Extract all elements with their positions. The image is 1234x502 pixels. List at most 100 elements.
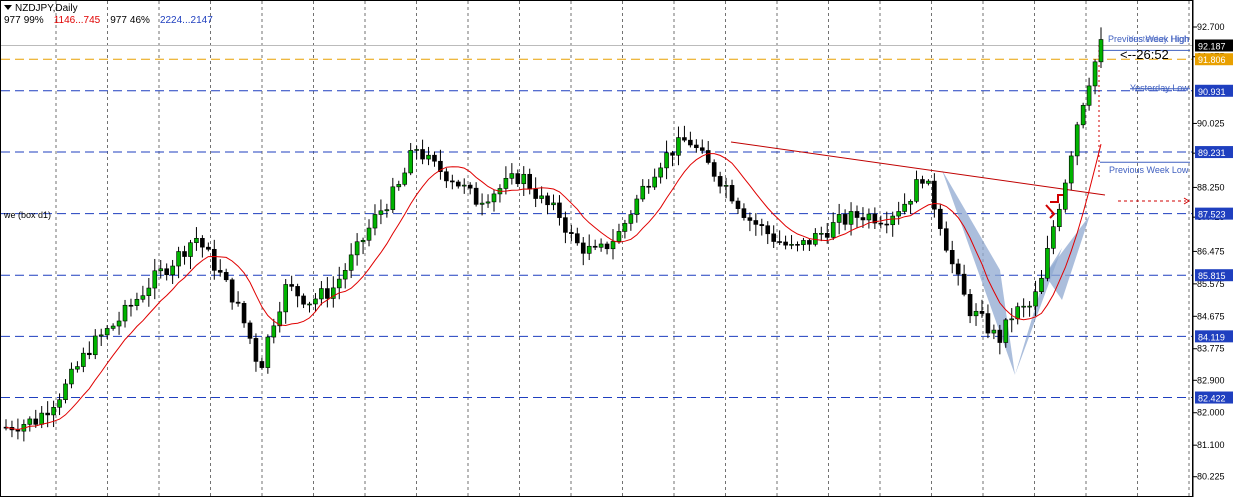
prev-week-low-label: Previous Week Low	[1109, 165, 1189, 175]
candle-body	[545, 195, 550, 206]
y-tick-label: 80.225	[1197, 472, 1225, 482]
plot-border	[0, 0, 1193, 497]
y-tick-label: 88.250	[1197, 182, 1225, 192]
candle-body	[319, 288, 324, 300]
candle-body	[896, 211, 901, 217]
yesterday-low-label: Yesterday Low	[1130, 83, 1189, 93]
candle-body	[235, 301, 241, 304]
candle-body	[247, 322, 253, 339]
candle-body	[27, 418, 33, 425]
yesterday-high-label: Yesterday High	[1128, 34, 1189, 44]
candle-body	[658, 167, 663, 178]
indicator-1-pct: 99%	[23, 15, 44, 26]
y-tick-label: 92.700	[1197, 22, 1225, 32]
candle-body	[801, 240, 806, 245]
symbol-title: NZDJPY,Daily	[15, 3, 78, 14]
candle-body	[414, 149, 419, 151]
candle-body	[622, 223, 628, 232]
candle-body	[301, 295, 306, 305]
prev-week-high-label: Previous Week High	[1108, 34, 1189, 44]
candle-body	[122, 304, 128, 322]
candle-body	[1009, 318, 1015, 321]
annotation-layer: we (box d1) Previous Week High Yesterday…	[3, 34, 1189, 220]
candle-body	[854, 211, 860, 218]
candle-body	[789, 244, 794, 246]
y-tick-label: 90.025	[1197, 118, 1225, 128]
level-tag-bg	[1195, 207, 1233, 220]
candle-body	[265, 336, 271, 368]
candle-body	[949, 250, 955, 265]
candle-body	[723, 185, 729, 187]
candle-body	[223, 272, 229, 281]
candle-body	[15, 429, 21, 432]
candle-body	[307, 303, 312, 306]
candle-body	[45, 412, 50, 416]
candle-body	[598, 243, 604, 248]
candle-body	[694, 144, 699, 149]
we-box-label: we (box d1)	[3, 210, 51, 220]
candle-body	[485, 201, 491, 204]
candle-body	[57, 399, 62, 408]
candle-body	[580, 242, 586, 254]
candle-body	[771, 233, 776, 242]
candle-body	[194, 238, 199, 244]
candle-body	[533, 188, 538, 199]
candle-body	[1057, 208, 1062, 228]
candle-body	[390, 186, 396, 210]
candle-body	[87, 352, 92, 356]
candle-body	[521, 173, 527, 185]
level-tag-label: 92.187	[1198, 41, 1226, 51]
candle-body	[1051, 226, 1056, 249]
price-axis: 92.70091.87590.02589.20088.25087.42586.4…	[1192, 0, 1233, 497]
candle-body	[331, 287, 336, 299]
candle-body	[717, 176, 723, 187]
candle-body	[705, 150, 711, 163]
candle-body	[283, 284, 289, 313]
candle-body	[890, 215, 896, 226]
candle-body	[402, 172, 408, 185]
levels-layer	[1, 44, 1192, 399]
candle-body	[551, 202, 556, 206]
candle-body	[682, 137, 687, 141]
candle-body	[336, 278, 342, 289]
candle-body	[253, 338, 259, 362]
candle-body	[354, 241, 360, 256]
candle-body	[432, 154, 437, 162]
candle-body	[1003, 319, 1009, 343]
dropdown-arrow-icon[interactable]	[4, 5, 12, 10]
candle-body	[557, 202, 562, 218]
candle-body	[795, 244, 800, 246]
candle-body	[842, 214, 848, 225]
candle-body	[164, 268, 169, 276]
candle-body	[592, 245, 598, 248]
candle-body	[479, 202, 485, 205]
y-tick-label: 86.475	[1197, 246, 1225, 256]
candle-body	[384, 209, 390, 212]
candle-body	[872, 213, 878, 224]
level-tag-label: 89.231	[1198, 148, 1226, 158]
candle-body	[967, 294, 973, 317]
level-tag-label: 90.931	[1198, 87, 1226, 97]
candle-body	[104, 328, 110, 336]
candle-body	[908, 201, 913, 205]
candle-body	[342, 270, 348, 280]
candle-body	[818, 233, 824, 235]
y-tick-label: 82.000	[1197, 408, 1225, 418]
candle-body	[646, 185, 652, 188]
indicator-1-value: 977	[4, 15, 21, 26]
candle-body	[848, 211, 854, 225]
candle-body	[372, 214, 378, 229]
candle-body	[1033, 291, 1038, 307]
y-tick-label: 82.900	[1197, 375, 1225, 385]
candle-body	[509, 173, 515, 179]
candle-body	[152, 270, 158, 289]
candle-body	[860, 217, 866, 221]
indicator-2-value: 1146...745	[53, 15, 101, 26]
candle-body	[259, 361, 265, 368]
candle-body	[539, 195, 544, 199]
candle-body	[985, 313, 991, 334]
candle-body	[1015, 306, 1020, 320]
candle-body	[33, 418, 39, 425]
